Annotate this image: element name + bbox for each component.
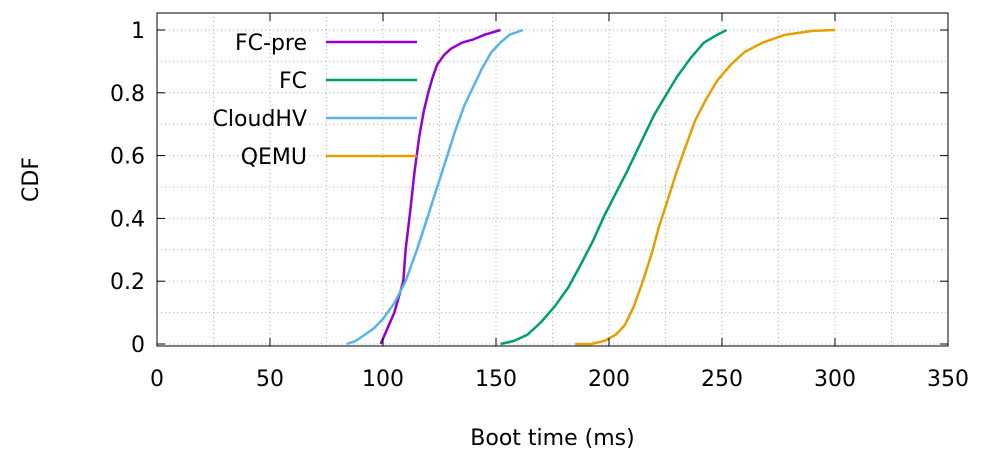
legend: FC-pre FC CloudHV QEMU: [213, 31, 417, 170]
ticks: 0 50 100 150 200 250 300 350 0 0.2 0.4 0.6 0.8 1: [110, 13, 969, 392]
series-line-cloudhv: [346, 28, 524, 346]
legend-label-fc-pre: FC-pre: [235, 31, 307, 56]
y-tick-label: 0.6: [110, 145, 145, 170]
grid: [156, 13, 949, 346]
y-tick-label: 1: [131, 19, 145, 44]
series-line-fc: [500, 28, 728, 346]
x-tick-label: 0: [150, 367, 164, 392]
y-tick-label: 0.8: [110, 82, 145, 107]
y-tick-label: 0: [131, 333, 145, 358]
series-line-qemu: [575, 28, 836, 346]
legend-label-fc: FC: [279, 69, 307, 94]
legend-label-qemu: QEMU: [241, 145, 307, 170]
x-tick-label: 350: [927, 367, 969, 392]
x-tick-label: 300: [814, 367, 856, 392]
x-tick-label: 200: [588, 367, 630, 392]
x-tick-label: 50: [256, 367, 284, 392]
x-tick-label: 250: [701, 367, 743, 392]
y-tick-label: 0.4: [110, 207, 145, 232]
x-tick-label: 100: [362, 367, 404, 392]
y-tick-label: 0.2: [110, 270, 145, 295]
plot-frame: [156, 12, 949, 347]
x-axis-label: Boot time (ms): [470, 426, 634, 451]
x-tick-label: 150: [475, 367, 517, 392]
series-lines: [346, 28, 836, 346]
y-axis-label: CDF: [19, 157, 44, 202]
legend-label-cloudhv: CloudHV: [213, 107, 307, 132]
